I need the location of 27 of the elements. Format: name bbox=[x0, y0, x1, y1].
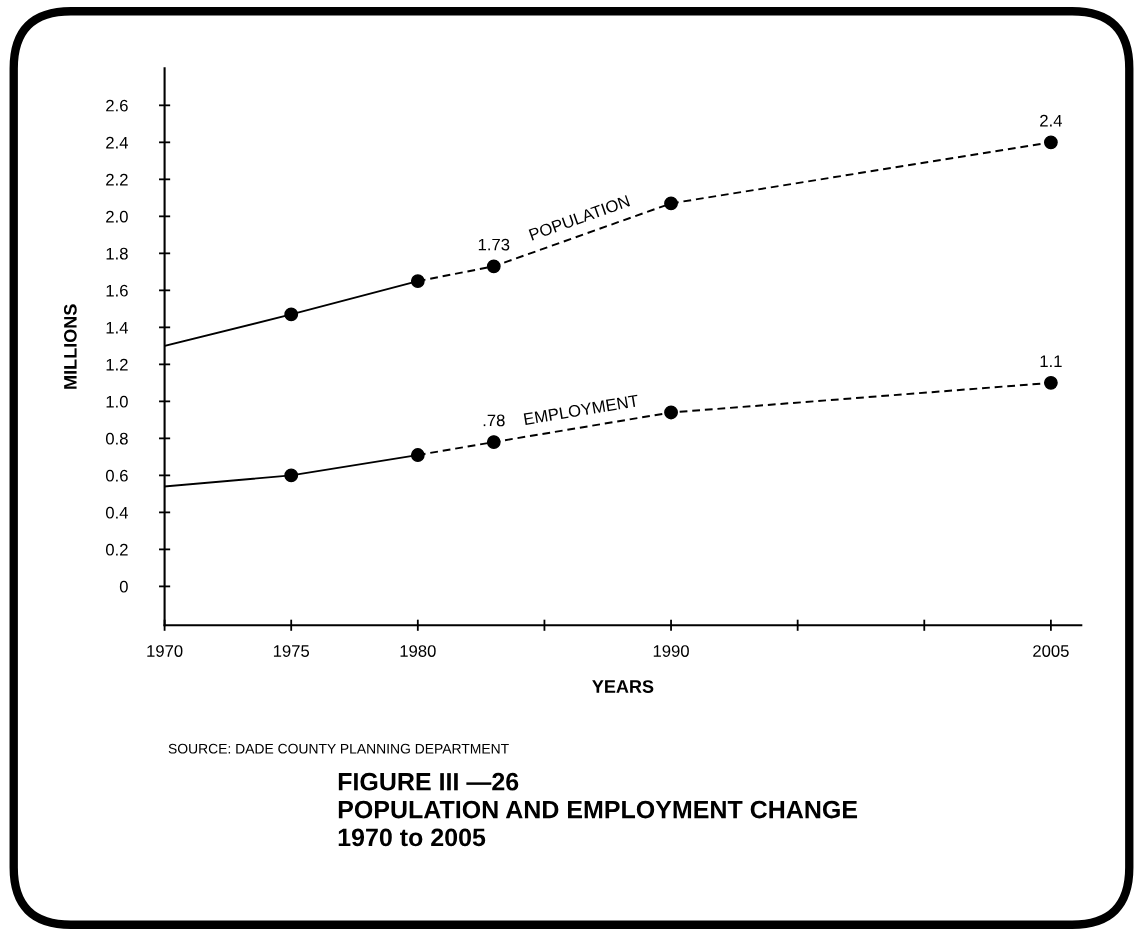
x-tick-label: 1970 bbox=[147, 645, 183, 657]
x-tick-label: 1980 bbox=[400, 645, 436, 657]
y-tick-label: 2.6 bbox=[106, 99, 128, 112]
x-tick-label: 2005 bbox=[1033, 645, 1069, 657]
y-axis-title: MILLIONS bbox=[63, 304, 77, 389]
text: FIGURE III —26 POPULATION AND EMPLOYMENT CHANGE 1970 to 2005 bbox=[338, 772, 858, 847]
y-tick-label: 1.0 bbox=[106, 395, 128, 408]
y-tick-label: 1.4 bbox=[106, 321, 128, 334]
source-note: SOURCE: DADE COUNTY PLANNING DEPARTMENT bbox=[168, 743, 509, 754]
y-tick-label: 1.2 bbox=[106, 358, 128, 371]
y-tick-label: 2.0 bbox=[106, 210, 128, 223]
y-tick-label: 0.8 bbox=[105, 432, 128, 445]
y-tick-label: 0 bbox=[119, 580, 128, 593]
y-tick-label: 0.4 bbox=[105, 506, 128, 519]
y-tick-label: 2.4 bbox=[106, 136, 128, 149]
x-tick-label: 1990 bbox=[653, 645, 689, 657]
data-label: 2.4 bbox=[1040, 114, 1062, 127]
x-axis-title: YEARS bbox=[592, 680, 654, 693]
y-tick-label: 0.2 bbox=[105, 543, 128, 556]
y-tick-label: 2.2 bbox=[106, 173, 128, 186]
x-tick-label: 1975 bbox=[273, 645, 310, 657]
y-tick-label: 1.8 bbox=[106, 247, 128, 260]
y-tick-label: 1.6 bbox=[106, 284, 128, 297]
data-label: 1.73 bbox=[478, 238, 510, 251]
data-label: 1.1 bbox=[1040, 355, 1062, 367]
data-label: .78 bbox=[483, 414, 505, 427]
y-tick-label: 0.6 bbox=[105, 469, 128, 482]
